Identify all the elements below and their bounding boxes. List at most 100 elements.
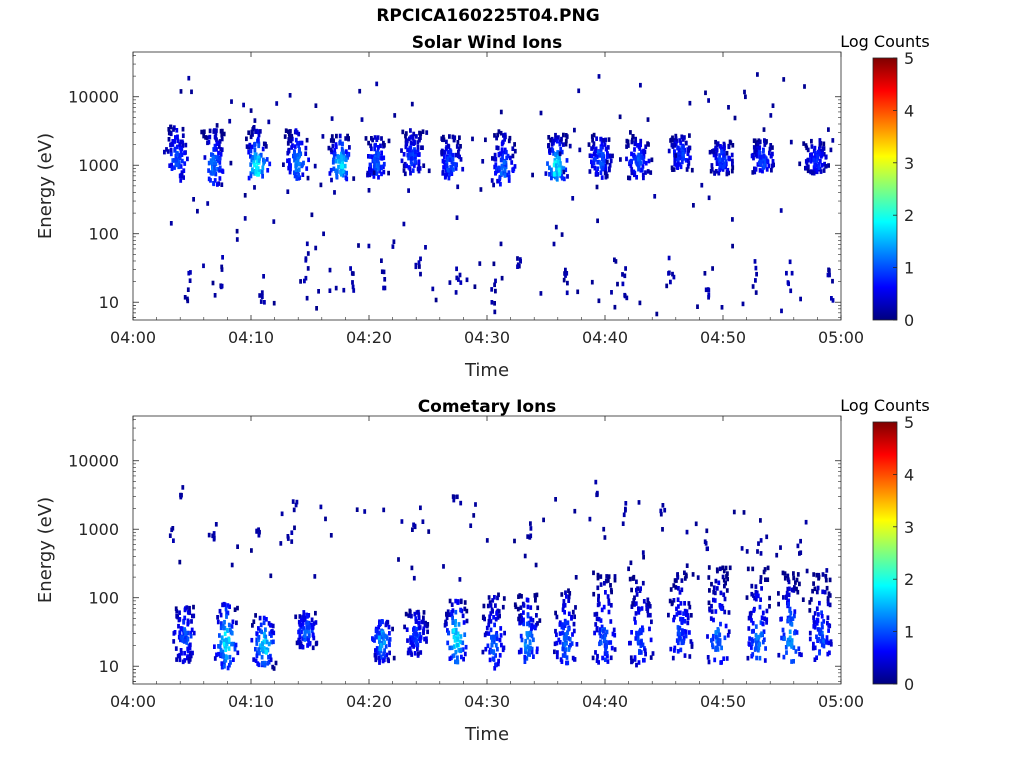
heatmap-cell <box>410 156 413 161</box>
heatmap-cell <box>374 628 378 633</box>
heatmap-cell <box>603 643 607 648</box>
heatmap-cell <box>297 167 301 172</box>
heatmap-cell <box>603 170 607 176</box>
heatmap-cell <box>496 178 499 184</box>
heatmap-cell <box>754 147 758 153</box>
heatmap-cell <box>186 298 190 304</box>
heatmap-cell <box>824 573 828 579</box>
heatmap-cell <box>712 633 715 639</box>
heatmap-cell <box>219 612 223 618</box>
heatmap-cell <box>782 77 786 82</box>
heatmap-cell <box>297 640 300 645</box>
heatmap-cell <box>407 136 411 142</box>
heatmap-cell <box>609 583 612 588</box>
heatmap-cell <box>220 132 224 138</box>
heatmap-cell <box>711 266 714 271</box>
heatmap-cell <box>638 607 642 612</box>
heatmap-cell <box>793 630 796 636</box>
heatmap-cell <box>297 131 301 137</box>
heatmap-cell <box>186 655 189 661</box>
heatmap-cell <box>689 613 693 618</box>
heatmap-cell <box>595 184 599 190</box>
heatmap-cell <box>669 279 672 285</box>
heatmap-cell <box>555 176 559 181</box>
heatmap-cell <box>609 655 613 661</box>
heatmap-cell <box>707 600 711 606</box>
heatmap-cell <box>376 135 380 140</box>
heatmap-cell <box>591 655 595 661</box>
heatmap-cell <box>753 595 756 601</box>
heatmap-cell <box>789 619 793 625</box>
heatmap-cell <box>588 153 592 158</box>
heatmap-cell <box>678 635 681 641</box>
heatmap-cell <box>333 147 337 153</box>
heatmap-cell <box>298 633 302 638</box>
heatmap-cell <box>342 287 346 293</box>
heatmap-cell <box>426 629 429 635</box>
heatmap-cell <box>715 151 718 157</box>
heatmap-cell <box>384 644 388 649</box>
heatmap-cell <box>676 640 680 646</box>
heatmap-cell <box>207 160 211 166</box>
heatmap-cell <box>610 645 614 651</box>
heatmap-cell <box>641 155 645 161</box>
heatmap-cell <box>261 146 265 152</box>
heatmap-cell <box>262 274 265 279</box>
heatmap-cell <box>811 170 814 176</box>
heatmap-cell <box>763 616 767 621</box>
heatmap-cell <box>223 619 226 625</box>
heatmap-cell <box>257 635 261 640</box>
heatmap-cell <box>802 141 806 146</box>
heatmap-cell <box>446 143 450 149</box>
heatmap-cell <box>820 163 824 168</box>
heatmap-cell <box>756 638 760 644</box>
heatmap-cell <box>220 168 224 174</box>
heatmap-cell <box>556 160 560 165</box>
heatmap-cell <box>688 654 692 659</box>
heatmap-cell <box>748 611 752 616</box>
heatmap-cell <box>448 598 452 604</box>
heatmap-cell <box>824 155 828 160</box>
heatmap-cell <box>682 636 686 641</box>
colorbar-tick-label: 1 <box>904 259 914 278</box>
heatmap-cell <box>257 158 261 163</box>
heatmap-cell <box>565 655 569 660</box>
heatmap-cell <box>456 599 460 604</box>
heatmap-cell <box>170 162 173 168</box>
heatmap-cell <box>686 150 690 156</box>
heatmap-cell <box>187 270 191 276</box>
heatmap-cell <box>524 646 527 652</box>
heatmap-cell <box>222 653 225 659</box>
heatmap-cell <box>826 596 830 601</box>
heatmap-cell <box>770 167 773 173</box>
heatmap-cell <box>640 149 643 155</box>
heatmap-cell <box>404 131 408 136</box>
heatmap-cell <box>715 586 719 591</box>
heatmap-cell <box>683 601 686 606</box>
heatmap-cell <box>414 639 418 645</box>
heatmap-cell <box>367 140 370 146</box>
heatmap-cell <box>718 153 721 158</box>
heatmap-cell <box>758 604 762 610</box>
heatmap-cell <box>565 594 568 599</box>
heatmap-cell <box>303 629 307 635</box>
heatmap-cell <box>523 659 527 664</box>
heatmap-cell <box>706 546 709 551</box>
heatmap-cell <box>765 139 768 144</box>
heatmap-cell <box>825 635 829 640</box>
heatmap-cell <box>383 640 387 645</box>
heatmap-cell <box>731 165 735 170</box>
heatmap-cell <box>525 597 529 603</box>
y-tick-label: 10000 <box>68 452 119 471</box>
heatmap-cell <box>264 634 268 640</box>
heatmap-cell <box>261 641 264 647</box>
heatmap-cell <box>253 147 257 153</box>
heatmap-cell <box>804 143 808 148</box>
heatmap-cell <box>456 636 459 642</box>
heatmap-cell <box>293 525 296 531</box>
heatmap-cell <box>819 638 823 644</box>
heatmap-cell <box>681 137 685 142</box>
heatmap-cell <box>219 640 223 645</box>
heatmap-cell <box>344 157 348 163</box>
heatmap-cell <box>249 162 253 167</box>
